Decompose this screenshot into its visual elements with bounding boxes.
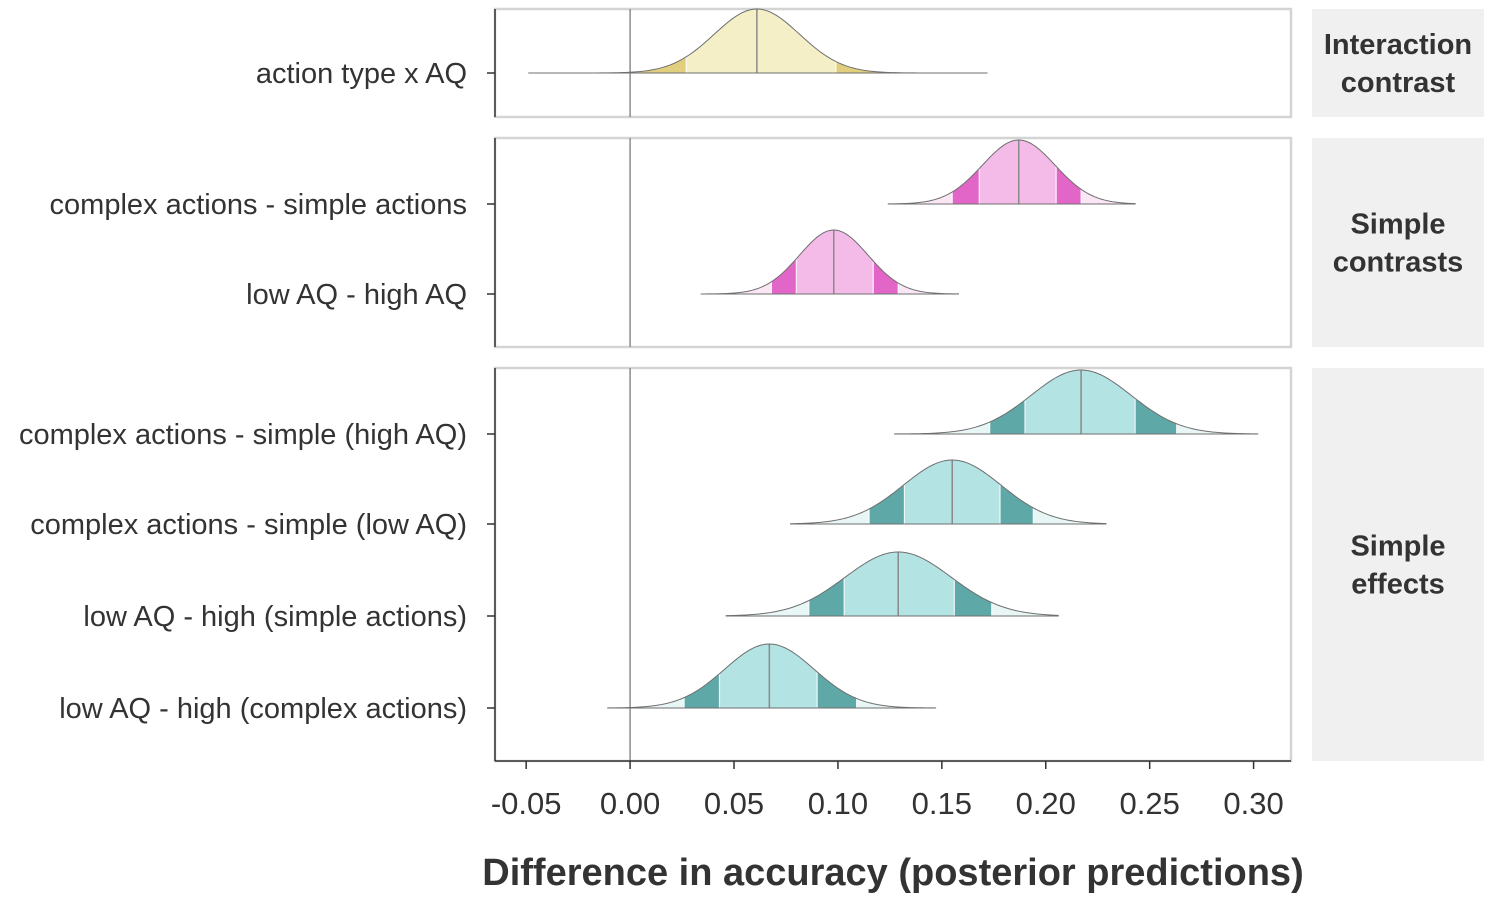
density-row: complex actions - simple (high AQ) xyxy=(19,369,1259,451)
band-50 xyxy=(1024,370,1136,434)
x-tick-label: 0.10 xyxy=(808,786,868,821)
facet-strip xyxy=(1312,138,1484,347)
density-row: low AQ - high (complex actions) xyxy=(59,643,937,725)
band-50 xyxy=(719,644,818,708)
x-axis-title: Difference in accuracy (posterior predic… xyxy=(482,852,1303,894)
panel-frame xyxy=(493,7,1293,119)
density-outline xyxy=(887,139,1136,205)
row-label: action type x AQ xyxy=(256,58,467,90)
panel-1: Interaction contrast action type x AQ xyxy=(256,7,1484,119)
row-label: complex actions - simple actions xyxy=(50,189,467,221)
density-outline xyxy=(700,229,959,295)
x-tick-label: 0.20 xyxy=(1016,786,1076,821)
x-tick-label: 0.25 xyxy=(1120,786,1180,821)
density-outline xyxy=(790,459,1107,525)
x-tick-label: 0.15 xyxy=(912,786,972,821)
density-row: low AQ - high (simple actions) xyxy=(83,551,1059,633)
band-50 xyxy=(686,9,836,73)
density-row: action type x AQ xyxy=(256,8,988,90)
panels-layer: Interaction contrast action type x AQ Simpl… xyxy=(19,7,1484,763)
x-axis: -0.05 0.00 0.05 0.10 0.15 0.20 0.25 0.30 xyxy=(491,760,1291,821)
x-tick-label: 0.30 xyxy=(1223,786,1283,821)
x-tick-label: 0.05 xyxy=(704,786,764,821)
density-outline xyxy=(894,369,1259,435)
band-50 xyxy=(979,140,1057,204)
row-label: complex actions - simple (high AQ) xyxy=(19,419,467,451)
density-row: low AQ - high AQ xyxy=(246,229,959,311)
facet-label: Interaction contrast xyxy=(1324,29,1472,99)
density-outline xyxy=(607,643,937,709)
density-row: complex actions - simple actions xyxy=(50,139,1136,221)
panel-3: Simple effects complex actions - simple (h… xyxy=(19,366,1484,763)
facet-strip xyxy=(1312,9,1484,117)
density-row: complex actions - simple (low AQ) xyxy=(30,459,1107,541)
row-label: low AQ - high (complex actions) xyxy=(59,693,467,725)
panel-2: Simple contrasts complex actions - simple … xyxy=(50,136,1484,349)
facet-strip xyxy=(1312,368,1484,761)
density-outline xyxy=(528,8,988,74)
band-50 xyxy=(796,230,874,294)
density-outline xyxy=(725,551,1059,617)
facet-label: Simple contrasts xyxy=(1333,209,1464,279)
row-label: complex actions - simple (low AQ) xyxy=(30,509,467,541)
x-tick-label: -0.05 xyxy=(491,786,562,821)
x-tick-label: 0.00 xyxy=(600,786,660,821)
row-label: low AQ - high AQ xyxy=(246,279,467,311)
band-50 xyxy=(844,552,955,616)
panel-frame xyxy=(493,136,1293,349)
row-label: low AQ - high (simple actions) xyxy=(83,601,467,633)
facet-label: Simple effects xyxy=(1350,531,1445,601)
